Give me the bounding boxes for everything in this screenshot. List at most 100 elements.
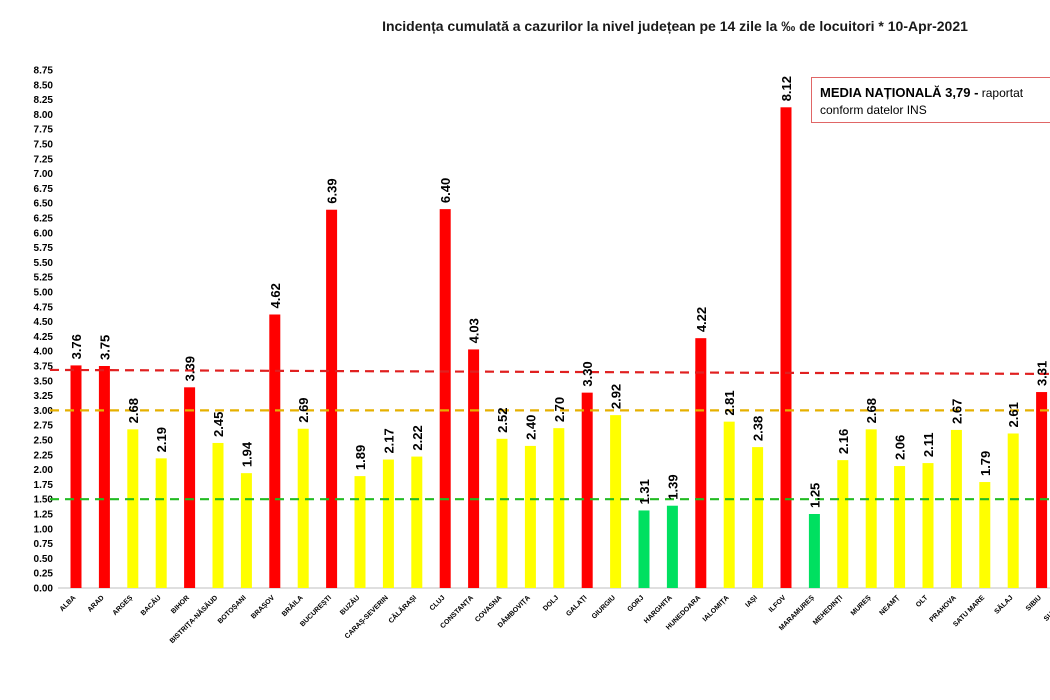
- bar-8: [297, 428, 309, 588]
- y-tick-label: 5.50: [34, 258, 54, 269]
- data-label: 2.92: [609, 384, 624, 409]
- y-tick-label: 7.00: [34, 169, 54, 180]
- data-label: 2.68: [864, 398, 879, 423]
- y-tick-label: 2.00: [34, 465, 54, 476]
- y-tick-label: 7.25: [34, 154, 54, 165]
- category-label: GALAȚI: [565, 594, 588, 617]
- data-label: 2.38: [751, 416, 766, 441]
- data-label: 4.62: [268, 283, 283, 308]
- bar-33: [1007, 433, 1019, 588]
- reference-line: [49, 368, 1050, 376]
- y-tick-label: 8.75: [34, 66, 54, 77]
- category-label: COVASNA: [474, 594, 503, 623]
- category-label: IAȘI: [744, 594, 759, 609]
- bar-18: [581, 392, 593, 588]
- data-label: 2.40: [523, 415, 538, 440]
- y-tick-label: 8.50: [34, 80, 54, 91]
- y-tick-label: 6.00: [34, 228, 54, 239]
- y-tick-label: 4.50: [34, 317, 54, 328]
- bar-7: [269, 314, 281, 588]
- bar-21: [666, 505, 678, 588]
- data-label: 1.94: [239, 441, 254, 467]
- data-label: 2.81: [722, 390, 737, 415]
- category-label: BUZĂU: [338, 593, 362, 617]
- category-label: GIURGIU: [591, 594, 617, 620]
- category-label: BIHOR: [170, 594, 191, 615]
- y-tick-label: 2.50: [34, 436, 54, 447]
- y-tick-label: 0.50: [34, 554, 54, 565]
- data-label: 6.40: [438, 178, 453, 203]
- category-label: BISTRIȚA-NĂSĂUD: [167, 593, 219, 645]
- y-tick-label: 6.75: [34, 184, 54, 195]
- y-tick-label: 5.25: [34, 273, 54, 284]
- category-label: CLUJ: [429, 594, 447, 612]
- y-tick-label: 8.25: [34, 95, 54, 106]
- bar-31: [950, 429, 962, 588]
- y-tick-label: 4.75: [34, 302, 54, 313]
- bar-34: [1036, 392, 1048, 588]
- national-average-value: MEDIA NAȚIONALĂ 3,79 -: [820, 85, 979, 100]
- bar-25: [780, 107, 792, 589]
- bar-14: [468, 349, 480, 588]
- reference-lines: [49, 368, 1050, 501]
- category-label: BRAȘOV: [250, 594, 276, 620]
- category-label: ALBA: [59, 594, 78, 613]
- y-tick-label: 6.25: [34, 214, 54, 225]
- data-label: 2.19: [154, 427, 169, 452]
- y-tick-label: 4.00: [34, 347, 54, 358]
- data-label: 6.39: [325, 178, 340, 203]
- data-label: 3.31: [1035, 361, 1050, 386]
- bar-11: [382, 459, 394, 588]
- category-label: SIBIU: [1025, 594, 1043, 612]
- data-label: 3.76: [69, 334, 84, 359]
- bar-30: [922, 463, 934, 588]
- data-label: 4.22: [694, 307, 709, 332]
- bar-10: [354, 476, 366, 588]
- y-tick-label: 4.25: [34, 332, 54, 343]
- y-tick-label: 1.75: [34, 480, 54, 491]
- data-label: 3.30: [580, 361, 595, 386]
- category-labels: ALBA ARAD ARGEȘ BACĂU BIHORBISTRIȚA-NĂSĂUDBO…: [59, 593, 1050, 645]
- y-tick-label: 2.25: [34, 450, 54, 461]
- data-label: 1.31: [637, 479, 652, 504]
- y-tick-label: 5.00: [34, 288, 54, 299]
- data-label: 2.69: [296, 397, 311, 422]
- data-label: 8.12: [779, 76, 794, 101]
- category-label: OLT: [915, 594, 930, 609]
- data-label: 2.17: [381, 428, 396, 453]
- bar-13: [439, 209, 451, 588]
- bar-28: [865, 429, 877, 588]
- data-label: 2.22: [410, 425, 425, 450]
- data-label: 1.25: [807, 483, 822, 508]
- data-label: 3.75: [97, 335, 112, 360]
- bars: [70, 107, 1048, 589]
- bar-5: [212, 442, 224, 588]
- national-average-box: MEDIA NAȚIONALĂ 3,79 - raportat conform …: [811, 77, 1050, 123]
- y-tick-label: 7.50: [34, 140, 54, 151]
- data-label: 1.39: [665, 474, 680, 499]
- data-label: 2.11: [921, 432, 936, 457]
- bar-3: [155, 458, 167, 588]
- bar-32: [979, 482, 991, 588]
- national-average-source: conform datelor INS: [820, 103, 927, 117]
- category-label: SUCEAVA: [1043, 594, 1050, 622]
- category-label: BOTOȘANI: [217, 594, 248, 625]
- bar-17: [553, 428, 565, 588]
- data-label: 2.68: [126, 398, 141, 423]
- y-tick-label: 3.25: [34, 391, 54, 402]
- data-label: 1.79: [978, 451, 993, 476]
- data-labels: 3.76 3.75 2.68 2.19 3.39 2.45 1.94 4.62 2.69 6.39…: [69, 76, 1050, 508]
- y-tick-label: 0.25: [34, 569, 54, 580]
- bar-6: [240, 473, 252, 588]
- y-tick-label: 0.00: [34, 584, 54, 595]
- bar-29: [894, 466, 906, 588]
- y-tick-label: 0.75: [34, 539, 54, 550]
- data-label: 4.03: [467, 318, 482, 343]
- bar-23: [723, 421, 735, 588]
- data-label: 2.70: [552, 397, 567, 422]
- bar-0: [70, 365, 82, 588]
- national-average-suffix: raportat: [978, 86, 1024, 100]
- category-label: IALOMIȚA: [702, 594, 731, 623]
- y-tick-label: 5.75: [34, 243, 54, 254]
